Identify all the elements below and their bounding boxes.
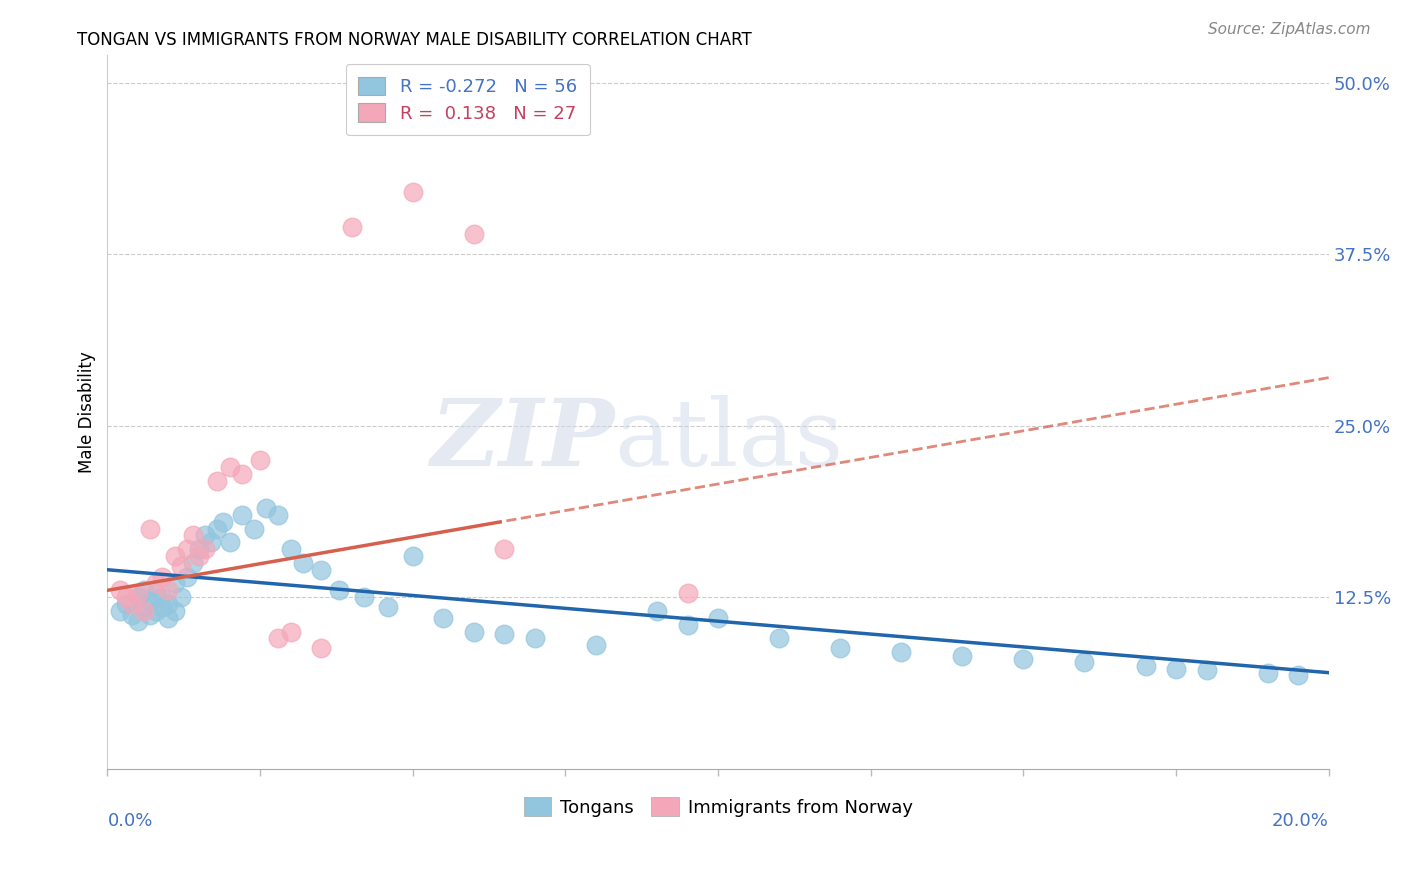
- Point: [194, 528, 217, 542]
- Text: 20.0%: 20.0%: [1272, 812, 1329, 830]
- Point: [121, 597, 143, 611]
- Point: [585, 638, 607, 652]
- Point: [145, 604, 167, 618]
- Text: Source: ZipAtlas.com: Source: ZipAtlas.com: [1208, 22, 1371, 37]
- Point: [676, 586, 699, 600]
- Point: [218, 535, 240, 549]
- Point: [267, 632, 290, 646]
- Point: [150, 569, 173, 583]
- Point: [309, 563, 332, 577]
- Point: [181, 528, 204, 542]
- Point: [402, 549, 425, 563]
- Point: [676, 617, 699, 632]
- Text: ZIP: ZIP: [430, 395, 614, 485]
- Point: [494, 542, 516, 557]
- Point: [169, 558, 191, 573]
- Point: [890, 645, 912, 659]
- Point: [1135, 658, 1157, 673]
- Point: [157, 611, 180, 625]
- Point: [139, 594, 162, 608]
- Text: atlas: atlas: [614, 395, 844, 485]
- Point: [950, 649, 973, 664]
- Point: [340, 219, 363, 234]
- Point: [207, 474, 229, 488]
- Point: [157, 597, 180, 611]
- Point: [114, 590, 136, 604]
- Point: [1195, 663, 1218, 677]
- Point: [132, 599, 155, 614]
- Point: [218, 459, 240, 474]
- Point: [145, 586, 167, 600]
- Point: [212, 515, 235, 529]
- Point: [1073, 655, 1095, 669]
- Point: [163, 576, 186, 591]
- Point: [768, 632, 790, 646]
- Point: [200, 535, 222, 549]
- Point: [114, 597, 136, 611]
- Point: [249, 453, 271, 467]
- Point: [1164, 661, 1187, 675]
- Point: [188, 549, 211, 563]
- Point: [254, 501, 277, 516]
- Point: [157, 583, 180, 598]
- Point: [176, 569, 198, 583]
- Point: [243, 522, 266, 536]
- Point: [163, 549, 186, 563]
- Point: [280, 624, 302, 639]
- Point: [432, 611, 454, 625]
- Point: [127, 614, 149, 628]
- Point: [176, 542, 198, 557]
- Point: [830, 640, 852, 655]
- Point: [181, 556, 204, 570]
- Point: [267, 508, 290, 522]
- Point: [188, 542, 211, 557]
- Point: [139, 607, 162, 622]
- Point: [402, 186, 425, 200]
- Point: [523, 632, 546, 646]
- Point: [463, 227, 485, 241]
- Point: [231, 467, 253, 481]
- Point: [132, 583, 155, 598]
- Point: [127, 586, 149, 600]
- Point: [108, 604, 131, 618]
- Point: [108, 583, 131, 598]
- Point: [145, 576, 167, 591]
- Point: [377, 599, 399, 614]
- Point: [1286, 668, 1309, 682]
- Point: [309, 640, 332, 655]
- Legend: Tongans, Immigrants from Norway: Tongans, Immigrants from Norway: [516, 790, 920, 824]
- Point: [207, 522, 229, 536]
- Point: [163, 604, 186, 618]
- Point: [494, 627, 516, 641]
- Point: [1012, 652, 1035, 666]
- Point: [463, 624, 485, 639]
- Point: [121, 607, 143, 622]
- Point: [127, 590, 149, 604]
- Text: 0.0%: 0.0%: [107, 812, 153, 830]
- Point: [280, 542, 302, 557]
- Point: [707, 611, 730, 625]
- Y-axis label: Male Disability: Male Disability: [79, 351, 96, 473]
- Point: [132, 604, 155, 618]
- Point: [194, 542, 217, 557]
- Point: [169, 590, 191, 604]
- Point: [231, 508, 253, 522]
- Point: [353, 590, 375, 604]
- Text: TONGAN VS IMMIGRANTS FROM NORWAY MALE DISABILITY CORRELATION CHART: TONGAN VS IMMIGRANTS FROM NORWAY MALE DI…: [77, 31, 752, 49]
- Point: [1257, 665, 1279, 680]
- Point: [150, 590, 173, 604]
- Point: [645, 604, 668, 618]
- Point: [291, 556, 314, 570]
- Point: [150, 599, 173, 614]
- Point: [139, 522, 162, 536]
- Point: [328, 583, 350, 598]
